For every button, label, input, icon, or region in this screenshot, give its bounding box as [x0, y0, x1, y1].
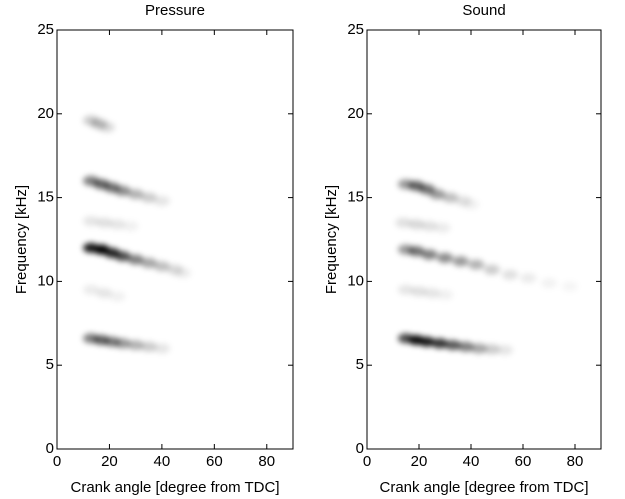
y-tick-label: 20	[37, 105, 54, 122]
y-tick-label: 20	[347, 105, 364, 122]
intensity-blob	[431, 338, 448, 349]
x-axis-label: Crank angle [degree from TDC]	[71, 479, 280, 496]
intensity-blob	[463, 199, 479, 210]
intensity-blob	[434, 222, 451, 233]
intensity-blob	[114, 338, 131, 349]
intensity-blob	[153, 195, 170, 206]
y-tick-label: 5	[356, 356, 364, 373]
intensity-blob	[444, 340, 461, 351]
intensity-blob	[429, 189, 446, 200]
x-tick-label: 40	[154, 453, 171, 470]
y-tick-label: 0	[356, 440, 364, 457]
y-axis-label: Frequency [kHz]	[323, 185, 340, 294]
intensity-blob	[122, 221, 139, 232]
intensity-blob	[411, 286, 427, 297]
intensity-blob	[457, 341, 474, 352]
intensity-blob	[83, 216, 100, 227]
x-tick-label: 0	[363, 453, 371, 470]
y-tick-label: 10	[347, 272, 364, 289]
intensity-blob	[520, 273, 537, 284]
blur-layer	[83, 115, 191, 354]
intensity-blob	[496, 345, 513, 356]
x-tick-label: 60	[515, 453, 532, 470]
intensity-blob	[468, 259, 485, 270]
intensity-blob	[395, 217, 412, 228]
x-tick-label: 20	[101, 453, 118, 470]
y-tick-label: 10	[37, 272, 54, 289]
x-tick-label: 80	[567, 453, 584, 470]
intensity-blob	[140, 257, 157, 268]
y-tick-label: 15	[347, 189, 364, 206]
intensity-blob	[98, 122, 115, 133]
y-tick-label: 0	[46, 440, 54, 457]
intensity-blob	[437, 252, 453, 263]
x-tick-label: 40	[463, 453, 480, 470]
y-tick-label: 5	[46, 356, 54, 373]
intensity-blob	[437, 289, 453, 300]
intensity-blob	[483, 264, 500, 275]
intensity-blob	[109, 291, 126, 302]
intensity-blob	[174, 268, 191, 279]
y-axis-label: Frequency [kHz]	[13, 185, 30, 294]
intensity-blob	[140, 192, 157, 203]
intensity-blob	[541, 278, 557, 289]
intensity-blob	[109, 219, 126, 230]
x-tick-label: 60	[206, 453, 223, 470]
y-tick-label: 25	[37, 21, 54, 38]
intensity-blob	[421, 221, 438, 232]
intensity-blob	[96, 217, 113, 228]
intensity-blob	[83, 284, 100, 295]
y-tick-label: 15	[37, 189, 54, 206]
intensity-blob	[96, 288, 113, 299]
intensity-blob	[408, 246, 425, 257]
intensity-blob	[408, 219, 425, 230]
intensity-blob	[127, 340, 144, 351]
blur-layer	[395, 179, 578, 356]
intensity-blob	[114, 185, 131, 196]
y-tick-label: 25	[347, 21, 364, 38]
intensity-blob	[418, 336, 435, 347]
plot-frame	[366, 29, 602, 450]
intensity-blob	[127, 254, 144, 265]
intensity-blob	[561, 281, 578, 292]
intensity-blob	[452, 256, 469, 267]
chart-title: Pressure	[145, 2, 205, 19]
spectrogram-image	[83, 115, 191, 354]
intensity-blob	[114, 251, 131, 262]
spectrogram-image	[395, 179, 578, 356]
x-axis-label: Crank angle [degree from TDC]	[380, 479, 589, 496]
intensity-blob	[153, 343, 170, 354]
intensity-blob	[153, 261, 170, 272]
x-tick-label: 0	[53, 453, 61, 470]
intensity-blob	[127, 189, 144, 200]
intensity-blob	[140, 341, 157, 352]
intensity-blob	[421, 249, 438, 260]
plot-frame	[56, 29, 294, 450]
chart-title: Sound	[462, 2, 505, 19]
intensity-blob	[442, 192, 459, 203]
intensity-blob	[398, 284, 414, 295]
x-tick-label: 20	[411, 453, 428, 470]
intensity-blob	[470, 343, 487, 354]
intensity-blob	[483, 344, 500, 355]
intensity-blob	[424, 288, 440, 299]
x-tick-label: 80	[258, 453, 275, 470]
intensity-blob	[502, 269, 518, 280]
